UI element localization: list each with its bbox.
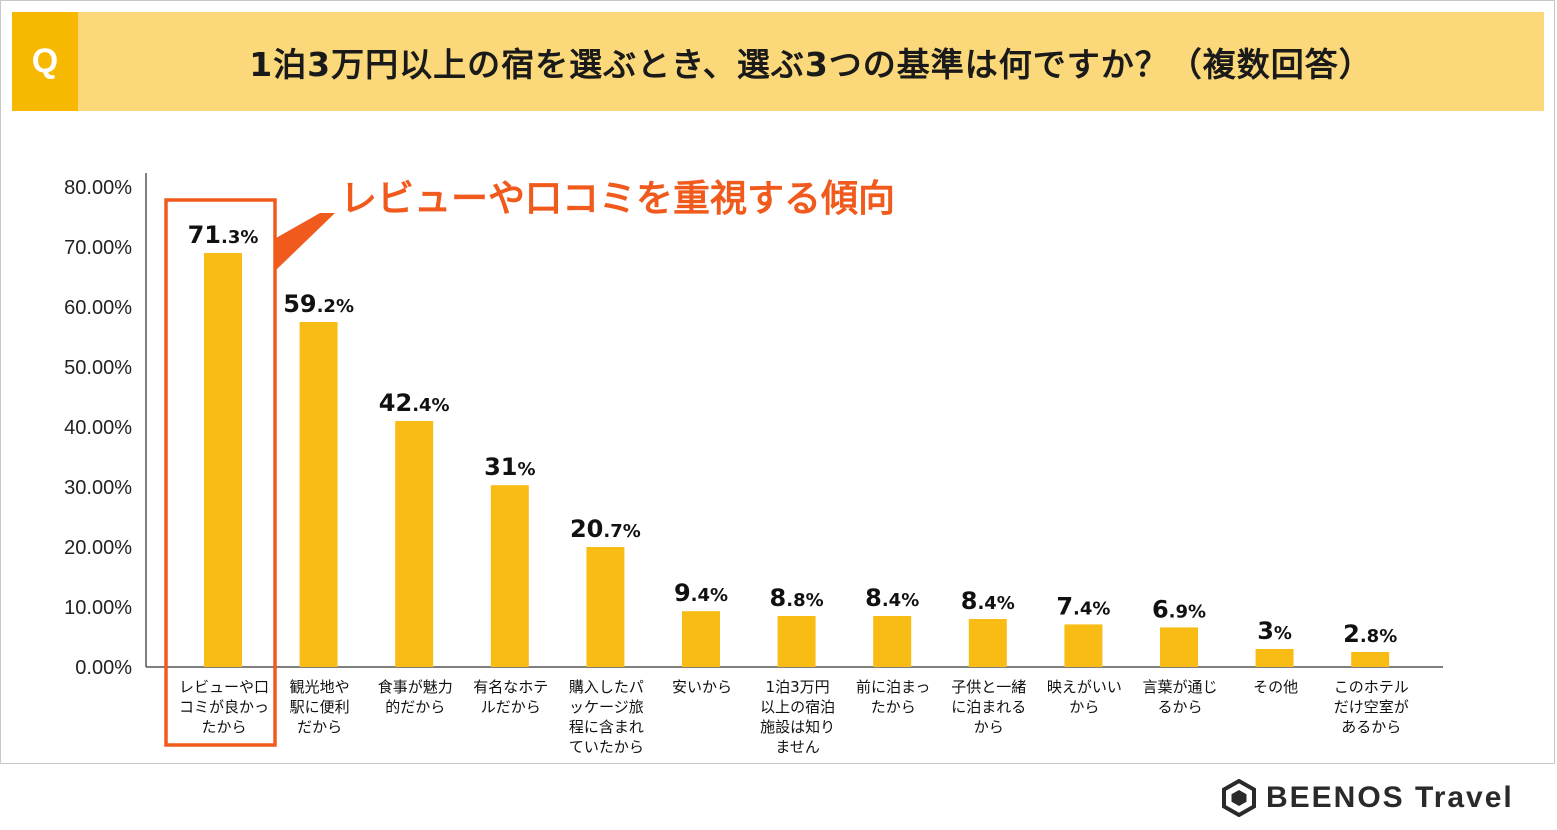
- y-tick-label: 70.00%: [64, 237, 132, 259]
- bar: [1160, 627, 1198, 667]
- question-badge: Q: [12, 12, 78, 111]
- data-label: 9.4%: [674, 579, 728, 607]
- y-tick-label: 30.00%: [64, 477, 132, 499]
- data-label: 42.4%: [379, 389, 450, 417]
- highlight-annotation: レビューや口コミを重視する傾向: [340, 177, 895, 220]
- y-tick-label: 0.00%: [75, 657, 132, 679]
- x-tick-label: 食事が魅力的だから: [378, 678, 453, 716]
- bar-chart: 0.00% 10.00% 20.00% 30.00% 40.00% 50.00% 60.00…: [64, 173, 1443, 756]
- callout-pointer: [276, 213, 335, 270]
- chart-frame: [0, 0, 1555, 764]
- bar: [586, 547, 625, 667]
- x-tick-label: 言葉が通じるから: [1142, 678, 1217, 716]
- bar: [299, 322, 338, 667]
- y-tick-label: 80.00%: [64, 177, 132, 199]
- x-tick-label: 子供と一緒に泊まれるから: [951, 678, 1026, 736]
- x-tick-label: 1泊3万円以上の宿泊施設は知りません: [760, 678, 835, 756]
- data-label: 6.9%: [1152, 595, 1206, 623]
- data-label: 20.7%: [570, 515, 641, 543]
- x-tick-label: 観光地や駅に便利だから: [290, 678, 350, 736]
- bar: [682, 611, 720, 667]
- data-label: 8.8%: [770, 584, 824, 612]
- bar: [1255, 649, 1294, 667]
- brand-logo: BEENOS Travel: [1222, 778, 1514, 818]
- y-tick-label: 60.00%: [64, 297, 132, 319]
- data-label: 8.4%: [865, 584, 919, 612]
- data-label: 31%: [484, 453, 535, 481]
- bar: [1351, 652, 1390, 667]
- data-label: 59.2%: [283, 290, 354, 318]
- bar: [777, 616, 816, 667]
- bar: [1064, 624, 1103, 667]
- bar: [873, 616, 912, 667]
- y-tick-label: 40.00%: [64, 417, 132, 439]
- x-tick-label: 安いから: [672, 678, 732, 696]
- question-header: [12, 12, 1544, 111]
- data-label: 2.8%: [1343, 620, 1397, 648]
- brand-name: BEENOS Travel: [1266, 781, 1514, 814]
- bar: [968, 619, 1007, 667]
- x-tick-label: レビューや口コミが良かったから: [179, 678, 269, 736]
- y-tick-label: 10.00%: [64, 597, 132, 619]
- page-title: 1泊3万円以上の宿を選ぶとき、選ぶ3つの基準は何ですか？（複数回答）: [249, 44, 1373, 84]
- bar: [490, 485, 529, 667]
- x-tick-label: 有名なホテルだから: [473, 678, 548, 716]
- x-tick-label: このホテルだけ空室があるから: [1334, 678, 1409, 736]
- data-label: 8.4%: [961, 587, 1015, 615]
- highlight-box: [164, 198, 277, 747]
- data-label: 71.3%: [188, 221, 259, 249]
- x-tick-label: 購入したパッケージ旅程に含まれていたから: [569, 678, 644, 756]
- data-label: 7.4%: [1056, 592, 1110, 620]
- data-label: 3%: [1257, 617, 1292, 645]
- y-tick-label: 50.00%: [64, 357, 132, 379]
- bar: [204, 253, 242, 667]
- x-tick-label: 映えがいいから: [1047, 678, 1122, 716]
- hexagon-logo-icon: [1222, 779, 1256, 817]
- x-tick-label: 前に泊まったから: [856, 678, 930, 716]
- bar: [395, 421, 434, 667]
- y-tick-label: 20.00%: [64, 537, 132, 559]
- x-tick-label: その他: [1253, 678, 1298, 696]
